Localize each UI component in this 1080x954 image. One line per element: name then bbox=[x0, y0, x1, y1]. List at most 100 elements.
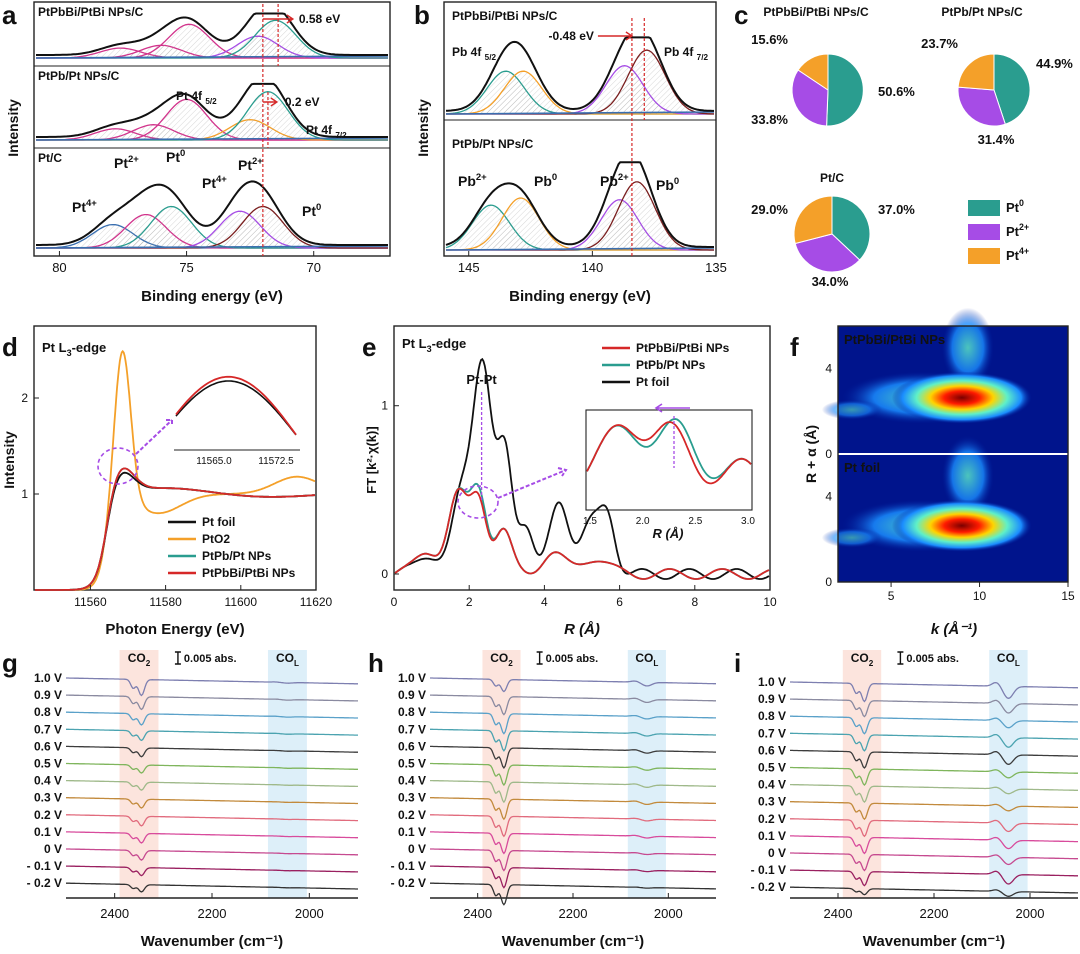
ir-spectrum bbox=[430, 694, 716, 716]
ir-spectrum bbox=[66, 848, 358, 861]
potential-label: 0.1 V bbox=[398, 825, 426, 839]
ir-spectrum bbox=[430, 779, 716, 804]
panel-letter-f: f bbox=[790, 332, 799, 362]
band-label-co2: CO2 bbox=[128, 651, 151, 668]
pie-title: PtPbBi/PtBi NPs/C bbox=[763, 5, 869, 19]
x-axis-title: k (Å⁻¹) bbox=[931, 621, 977, 638]
inset-tick-label: 11565.0 bbox=[196, 456, 232, 467]
species-label: Pt0 bbox=[166, 148, 185, 165]
ir-spectrum bbox=[430, 762, 716, 787]
ir-spectrum bbox=[790, 766, 1078, 786]
sample-name: PtPb/Pt NPs/C bbox=[38, 69, 120, 83]
x-tick-label: 6 bbox=[616, 595, 623, 609]
potential-label: 1.0 V bbox=[34, 671, 62, 685]
species-label: Pt0 bbox=[302, 202, 321, 219]
ir-spectrum bbox=[66, 711, 358, 726]
heatmap-lobe bbox=[941, 435, 994, 516]
x-tick-label: 5 bbox=[888, 589, 895, 603]
fit-area bbox=[446, 198, 714, 250]
band-label-co2: CO2 bbox=[490, 651, 513, 668]
ir-spectrum bbox=[430, 831, 716, 855]
shift-label: 0.2 eV bbox=[285, 95, 320, 109]
x-tick-label: 80 bbox=[52, 260, 66, 275]
pie-value-label: 44.9% bbox=[1036, 56, 1073, 71]
x-axis-title: Wavenumber (cm⁻¹) bbox=[141, 933, 283, 950]
legend-label: Pt2+ bbox=[1006, 222, 1029, 239]
potential-label: 0.6 V bbox=[34, 739, 62, 753]
ir-spectrum bbox=[66, 865, 358, 877]
panel-letter-g: g bbox=[2, 648, 18, 678]
potential-label: - 0.2 V bbox=[391, 876, 426, 890]
ir-spectrum bbox=[790, 698, 1079, 718]
inset-x-title: R (Å) bbox=[652, 526, 683, 541]
zoom-arrow bbox=[135, 419, 173, 455]
species-label: Pb0 bbox=[534, 172, 557, 189]
background-line bbox=[35, 55, 389, 59]
potential-label: 0 V bbox=[44, 842, 62, 856]
potential-label: 0.2 V bbox=[758, 812, 786, 826]
pie-value-label: 15.6% bbox=[751, 32, 788, 47]
series-line-pto2 bbox=[35, 349, 316, 591]
orbital-label: Pb 4f 5/2 bbox=[452, 45, 496, 62]
potential-label: 0 V bbox=[768, 846, 786, 860]
pie-slice bbox=[797, 53, 829, 91]
ir-spectrum bbox=[790, 886, 1078, 897]
experimental-curve bbox=[36, 180, 388, 246]
x-tick-label: 11560 bbox=[74, 595, 107, 609]
legend-label: PtPb/Pt NPs bbox=[636, 358, 706, 372]
ir-spectrum bbox=[430, 848, 716, 872]
ir-spectrum bbox=[790, 818, 1078, 838]
legend-label: Pt0 bbox=[1006, 198, 1024, 215]
fit-area bbox=[36, 24, 388, 58]
panel-letter-e: e bbox=[362, 332, 376, 362]
pie-slice bbox=[793, 195, 833, 245]
panel-letter-c: c bbox=[734, 0, 748, 30]
panel-title: Pt L3-edge bbox=[402, 336, 466, 354]
fit-area bbox=[36, 99, 388, 140]
zoom-circle bbox=[457, 485, 499, 519]
x-tick-label: 2400 bbox=[463, 906, 492, 921]
ir-spectrum bbox=[66, 814, 358, 827]
potential-label: 0.9 V bbox=[34, 688, 62, 702]
band-label-col: COL bbox=[635, 651, 658, 668]
legend-label: PtPb/Pt NPs bbox=[202, 549, 272, 563]
potential-label: 0.1 V bbox=[34, 825, 62, 839]
species-label: Pb2+ bbox=[600, 172, 629, 189]
species-label: Pt2+ bbox=[114, 154, 139, 171]
fit-area bbox=[36, 91, 388, 140]
legend-label: PtPbBi/PtBi NPs bbox=[636, 341, 730, 355]
panel-title: Pt L3-edge bbox=[42, 340, 106, 358]
ir-spectrum bbox=[66, 779, 358, 791]
peak-label: Pt-Pt bbox=[466, 372, 497, 387]
panel-letter-h: h bbox=[368, 648, 384, 678]
pie-title: PtPb/Pt NPs/C bbox=[941, 5, 1023, 19]
x-axis-title: Wavenumber (cm⁻¹) bbox=[502, 933, 644, 950]
background-line bbox=[35, 137, 389, 141]
potential-label: 0.4 V bbox=[398, 774, 426, 788]
potential-label: 0.3 V bbox=[398, 791, 426, 805]
band-label-col: COL bbox=[997, 651, 1020, 668]
x-tick-label: 2200 bbox=[559, 906, 588, 921]
pie-value-label: 50.6% bbox=[878, 84, 915, 99]
x-tick-label: 2400 bbox=[824, 906, 853, 921]
y-tick-label: 0 bbox=[825, 447, 832, 461]
y-axis-title: Intensity bbox=[1, 431, 17, 489]
potential-label: 0.5 V bbox=[34, 756, 62, 770]
potential-label: 0.9 V bbox=[398, 688, 426, 702]
x-tick-label: 2000 bbox=[295, 906, 324, 921]
potential-label: - 0.2 V bbox=[27, 876, 62, 890]
ir-spectrum bbox=[790, 835, 1078, 855]
scale-label: 0.005 abs. bbox=[546, 653, 599, 665]
ir-spectrum bbox=[430, 814, 716, 838]
fit-area bbox=[36, 124, 388, 140]
background-line bbox=[445, 111, 715, 115]
pie-slice bbox=[957, 53, 995, 91]
fit-area bbox=[36, 211, 388, 248]
scale-label: 0.005 abs. bbox=[184, 653, 237, 665]
x-axis-title: Wavenumber (cm⁻¹) bbox=[863, 933, 1005, 950]
ir-spectrum bbox=[430, 728, 716, 752]
potential-label: 0.1 V bbox=[758, 829, 786, 843]
fit-area bbox=[36, 214, 388, 248]
species-label: Pb0 bbox=[656, 176, 679, 193]
